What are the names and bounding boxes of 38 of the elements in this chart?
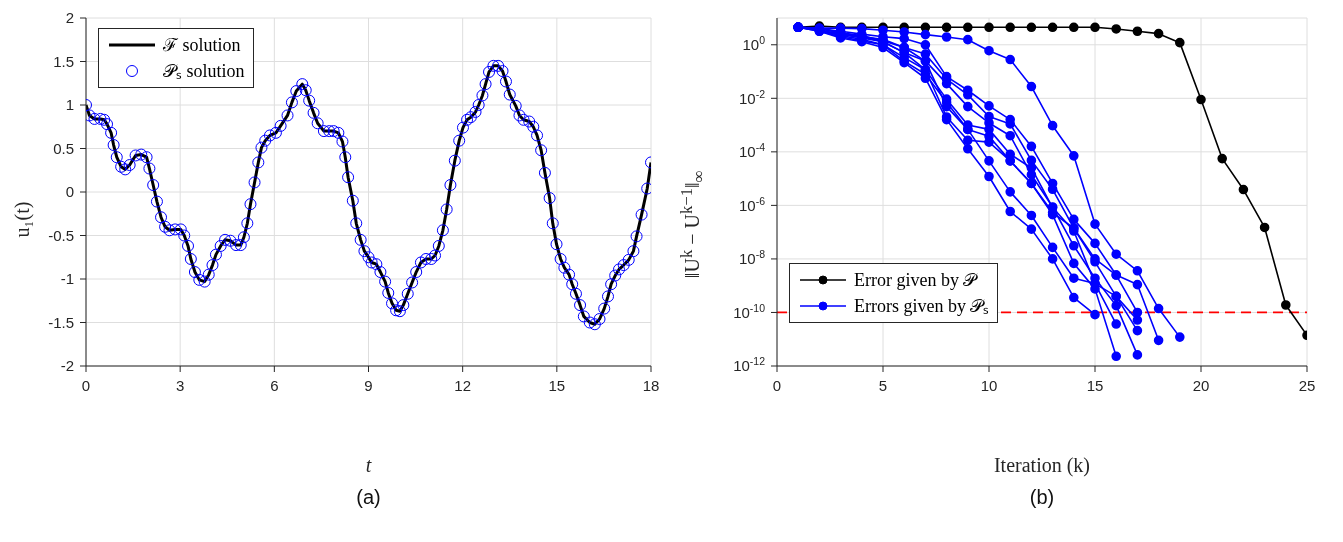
y-axis-title: u₁(t) [10, 200, 34, 240]
legend-label: Errors given by 𝒫ₛ [854, 294, 990, 318]
legend-label: ℱ solution [163, 34, 241, 57]
y-tick-label: 2 [65, 9, 74, 27]
x-tick-label: 5 [878, 377, 888, 394]
x-tick-label: 18 [642, 377, 660, 394]
y-tick-label: 1 [65, 96, 74, 114]
legend-label: Error given by 𝒫 [854, 268, 977, 292]
text: (a) [355, 486, 382, 509]
x-tick-label: 15 [548, 377, 566, 394]
y-tick-label: 10$^{-8}$ [738, 248, 766, 268]
x-axis-title: Iteration (k) [992, 454, 1092, 477]
x-tick-label: 6 [270, 377, 279, 394]
y-tick-label: -1 [60, 270, 74, 288]
y-tick-label: 10$^{0}$ [742, 34, 766, 54]
x-axis-title: t [364, 454, 373, 477]
x-tick-label: 0 [81, 377, 91, 394]
y-tick-label: 10$^{-2}$ [738, 87, 766, 107]
x-tick-label: 10 [980, 377, 998, 394]
x-tick-label: 20 [1192, 377, 1210, 394]
y-tick-label: -0.5 [48, 226, 74, 244]
y-tick-label: 10$^{-10}$ [733, 301, 766, 321]
x-tick-label: 3 [175, 377, 185, 394]
y-tick-label: 0.5 [53, 139, 74, 157]
x-tick-label: 0 [772, 377, 782, 394]
x-tick-label: 25 [1298, 377, 1316, 394]
x-tick-label: 9 [364, 377, 373, 394]
y-tick-label: 10$^{-12}$ [733, 355, 766, 375]
y-tick-label: -2 [60, 357, 74, 375]
y-tick-label: -1.5 [48, 313, 74, 331]
y-tick-label: 10$^{-4}$ [738, 141, 766, 161]
x-tick-label: 15 [1086, 377, 1104, 394]
text: (b) [1028, 486, 1056, 509]
y-tick-label: 0 [65, 183, 74, 201]
y-tick-label: 1.5 [53, 52, 74, 70]
y-tick-label: 10$^{-6}$ [738, 194, 766, 214]
x-tick-label: 12 [454, 377, 472, 394]
legend-label: 𝒫ₛ solution [163, 60, 245, 83]
